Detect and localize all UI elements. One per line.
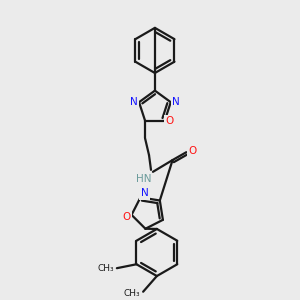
Text: N: N xyxy=(172,97,179,107)
Text: O: O xyxy=(122,212,131,222)
Text: N: N xyxy=(140,188,148,199)
Text: O: O xyxy=(166,116,174,126)
Text: HN: HN xyxy=(136,174,152,184)
Text: O: O xyxy=(188,146,196,156)
Text: CH₃: CH₃ xyxy=(124,289,140,298)
Text: CH₃: CH₃ xyxy=(97,264,114,273)
Text: N: N xyxy=(130,97,138,107)
